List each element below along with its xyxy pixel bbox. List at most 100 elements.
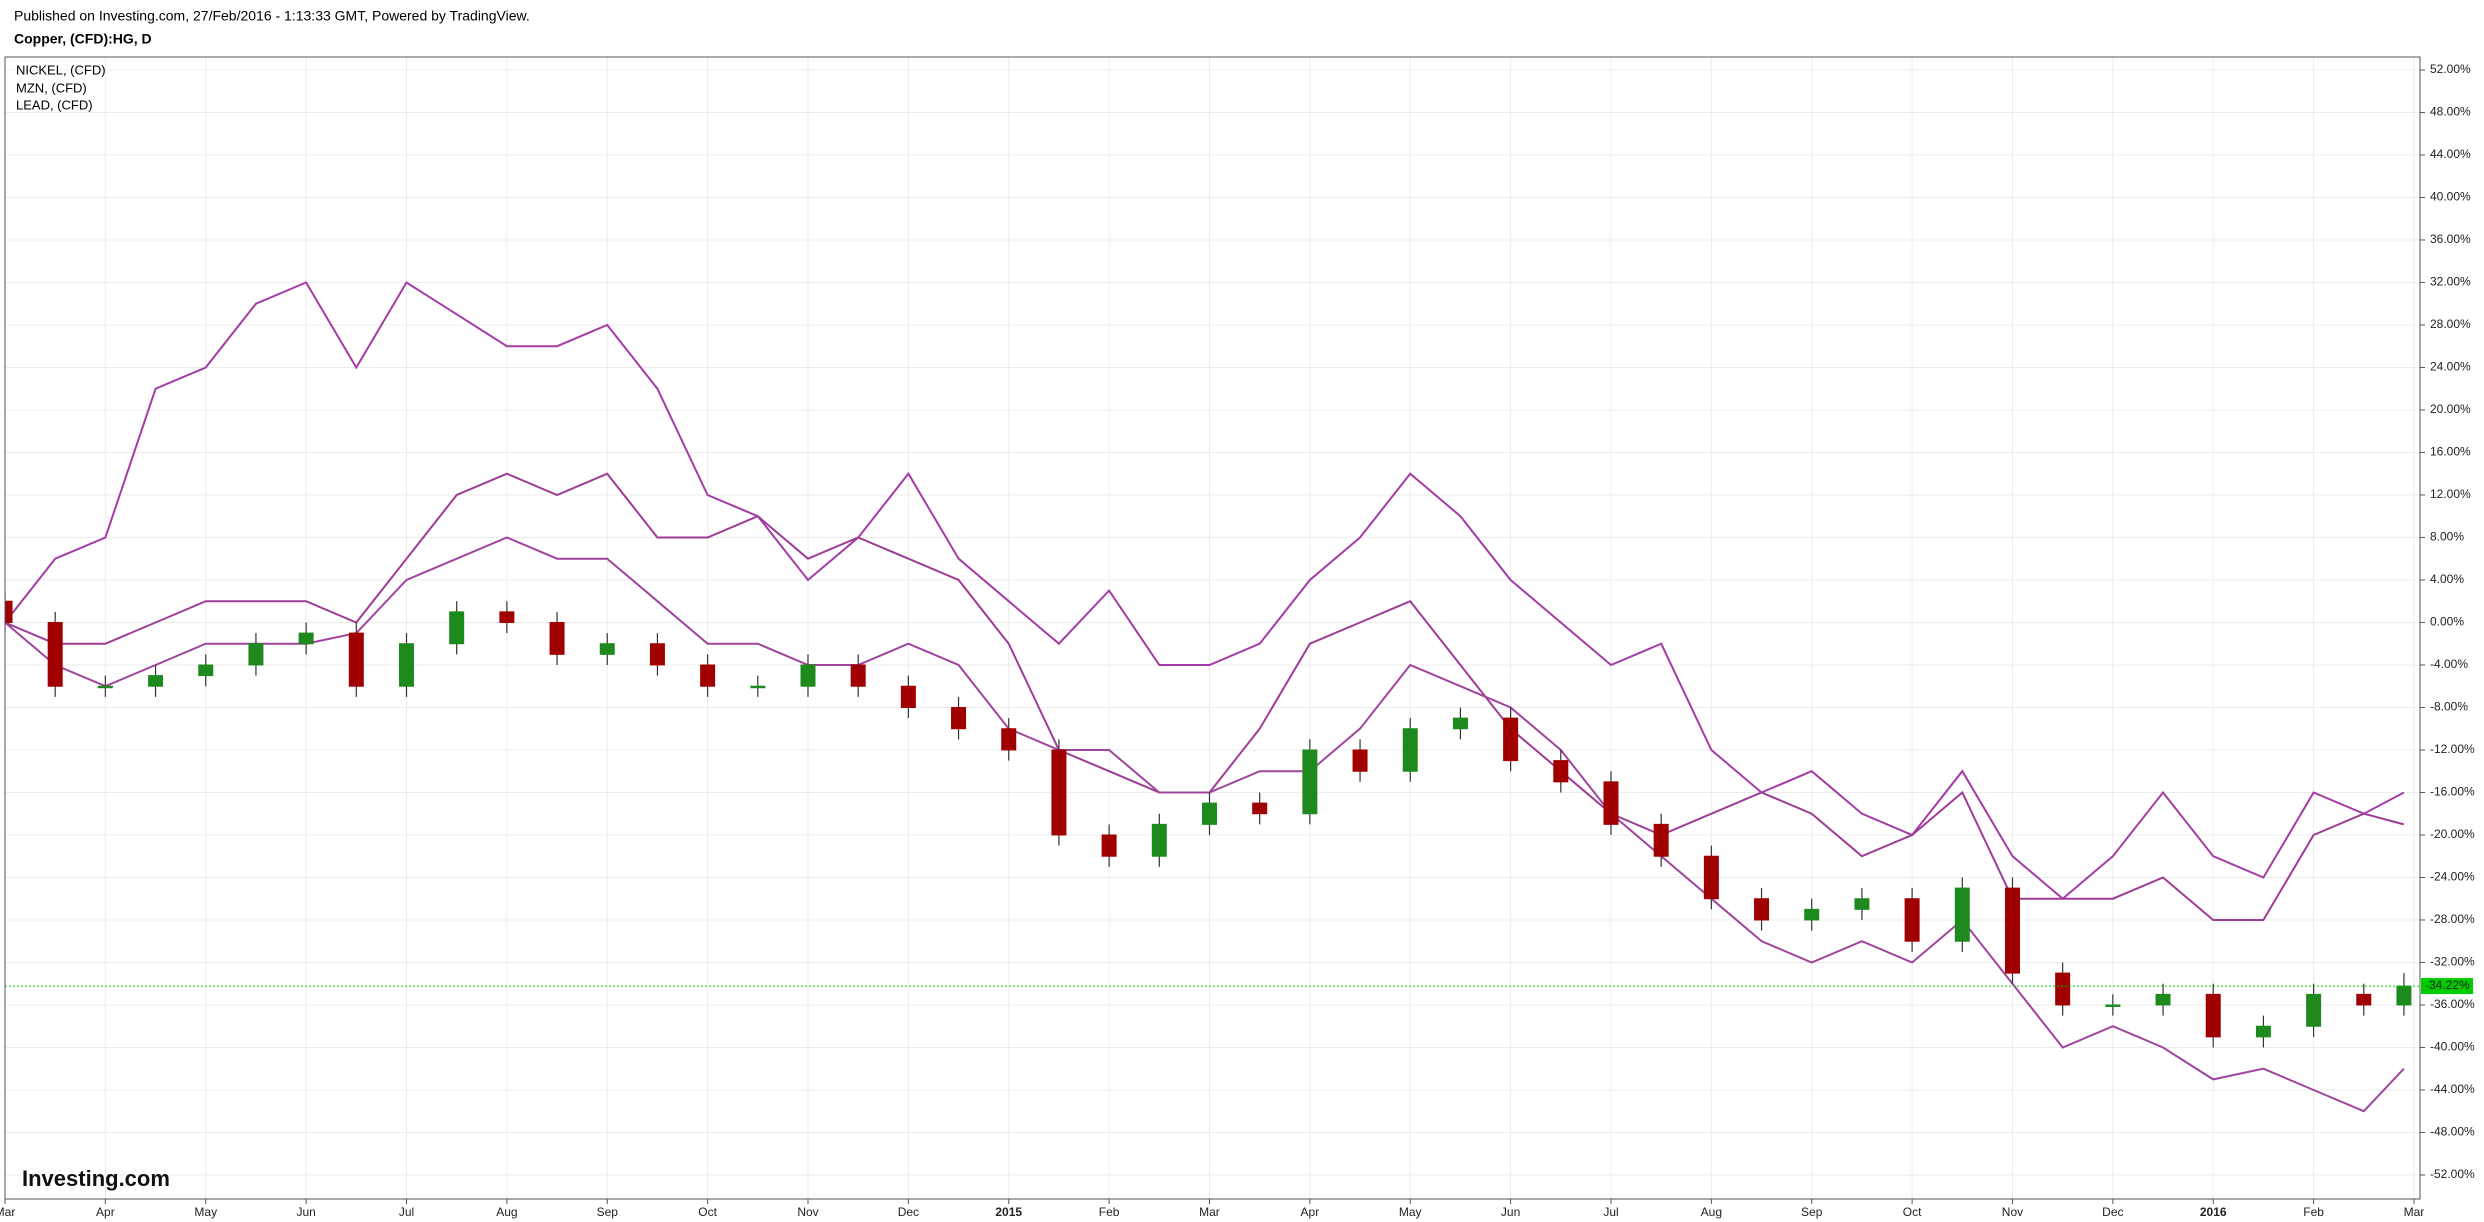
y-tick-label: 16.00% xyxy=(2430,445,2471,459)
candle-body xyxy=(2205,993,2221,1038)
x-tick-label: 2015 xyxy=(995,1205,1022,1219)
candle-body xyxy=(499,611,515,623)
x-tick-label: Apr xyxy=(1301,1205,1320,1219)
y-tick-label: -8.00% xyxy=(2430,700,2468,714)
x-tick-label: Aug xyxy=(496,1205,517,1219)
watermark: Investing.com xyxy=(22,1166,170,1191)
candle-body xyxy=(1553,760,1569,783)
y-tick-label: -36.00% xyxy=(2430,997,2475,1011)
x-tick-label: Nov xyxy=(797,1205,818,1219)
candle-body xyxy=(248,643,264,666)
candle-body xyxy=(750,685,766,689)
y-tick-label: -4.00% xyxy=(2430,657,2468,671)
y-tick-label: 48.00% xyxy=(2430,105,2471,119)
y-tick-label: -16.00% xyxy=(2430,785,2475,799)
candle-body xyxy=(599,643,615,655)
last-price-box xyxy=(2421,978,2473,995)
x-tick-label: Nov xyxy=(2002,1205,2023,1219)
candle-body xyxy=(1051,749,1067,836)
candle-body xyxy=(1302,749,1318,815)
candle-body xyxy=(198,664,214,677)
x-tick-label: Dec xyxy=(898,1205,919,1219)
candle-body xyxy=(97,685,113,689)
candle-body xyxy=(348,632,364,687)
y-tick-label: 20.00% xyxy=(2430,402,2471,416)
published-note: Published on Investing.com, 27/Feb/2016 … xyxy=(14,8,530,24)
candle-body xyxy=(549,621,565,655)
candle-body xyxy=(1754,898,1770,921)
x-tick-label: Apr xyxy=(96,1205,115,1219)
y-tick-label: 24.00% xyxy=(2430,360,2471,374)
candle-body xyxy=(47,621,63,687)
x-tick-label: Feb xyxy=(1099,1205,1120,1219)
candle-body xyxy=(1603,781,1619,825)
candle-body xyxy=(1001,728,1017,751)
axes: 52.00% 48.00% 44.00% 40.00% 36.00% 32.00% 28.0… xyxy=(0,62,2475,1219)
last-price-label: -34.22% xyxy=(2425,978,2470,992)
x-tick-label: Dec xyxy=(2102,1205,2123,1219)
y-tick-label: -44.00% xyxy=(2430,1082,2475,1096)
grid xyxy=(4,57,2420,1199)
candle-body xyxy=(951,706,967,730)
candle-body xyxy=(398,643,414,687)
chart-title: Copper, (CFD):HG, D xyxy=(14,31,152,47)
candle-body xyxy=(1352,749,1368,772)
candle-body xyxy=(2105,1004,2121,1007)
candle-body xyxy=(700,664,716,687)
y-tick-label: -12.00% xyxy=(2430,742,2475,756)
x-tick-label: Aug xyxy=(1701,1205,1722,1219)
y-tick-label: 36.00% xyxy=(2430,232,2471,246)
candle-body xyxy=(449,611,465,645)
candle-body xyxy=(1854,898,1870,910)
y-tick-label: -52.00% xyxy=(2430,1167,2475,1181)
candle-body xyxy=(2396,985,2412,1006)
candle-body xyxy=(1703,855,1719,900)
candle-body xyxy=(649,643,665,666)
x-tick-label: 2016 xyxy=(2200,1205,2227,1219)
legend-entry: NICKEL, (CFD) xyxy=(16,62,106,77)
candle-body xyxy=(1252,802,1268,815)
y-tick-label: -40.00% xyxy=(2430,1040,2475,1054)
x-tick-label: May xyxy=(194,1205,217,1219)
x-tick-label: Mar xyxy=(2404,1205,2425,1219)
candle-body xyxy=(1653,823,1669,857)
legend-entry: MZN, (CFD) xyxy=(16,80,87,95)
x-tick-label: Jul xyxy=(1603,1205,1618,1219)
x-tick-label: Sep xyxy=(1801,1205,1823,1219)
y-tick-label: 44.00% xyxy=(2430,147,2471,161)
x-tick-label: Oct xyxy=(698,1205,717,1219)
candle-body xyxy=(1101,834,1117,857)
candle-body xyxy=(800,664,816,687)
legend-entry: LEAD, (CFD) xyxy=(16,97,93,112)
candle-body xyxy=(298,632,314,645)
x-tick-label: May xyxy=(1399,1205,1422,1219)
series-line xyxy=(5,472,2405,921)
candle-body xyxy=(1804,908,1820,921)
y-tick-label: 28.00% xyxy=(2430,317,2471,331)
y-tick-label: 4.00% xyxy=(2430,572,2464,586)
y-tick-label: 0.00% xyxy=(2430,615,2464,629)
candle-body xyxy=(850,664,866,687)
y-tick-label: -28.00% xyxy=(2430,912,2475,926)
candle-body xyxy=(5,600,13,623)
y-tick-label: 32.00% xyxy=(2430,275,2471,289)
plot-border xyxy=(4,56,2421,1200)
y-tick-label: 8.00% xyxy=(2430,530,2464,544)
y-tick-label: -20.00% xyxy=(2430,827,2475,841)
x-tick-label: Feb xyxy=(2303,1205,2324,1219)
candle-body xyxy=(1201,802,1217,825)
x-tick-label: Sep xyxy=(597,1205,619,1219)
x-tick-label: Mar xyxy=(0,1205,15,1219)
candle-body xyxy=(1904,898,1920,942)
candle-body xyxy=(2356,993,2372,1006)
y-tick-label: 40.00% xyxy=(2430,190,2471,204)
candle-body xyxy=(1452,717,1468,730)
candle-body xyxy=(2155,993,2171,1006)
candle-body xyxy=(2055,972,2071,1006)
candle-body xyxy=(2255,1025,2271,1038)
x-tick-label: Jul xyxy=(399,1205,414,1219)
x-tick-label: Oct xyxy=(1903,1205,1922,1219)
candle-body xyxy=(900,685,916,708)
